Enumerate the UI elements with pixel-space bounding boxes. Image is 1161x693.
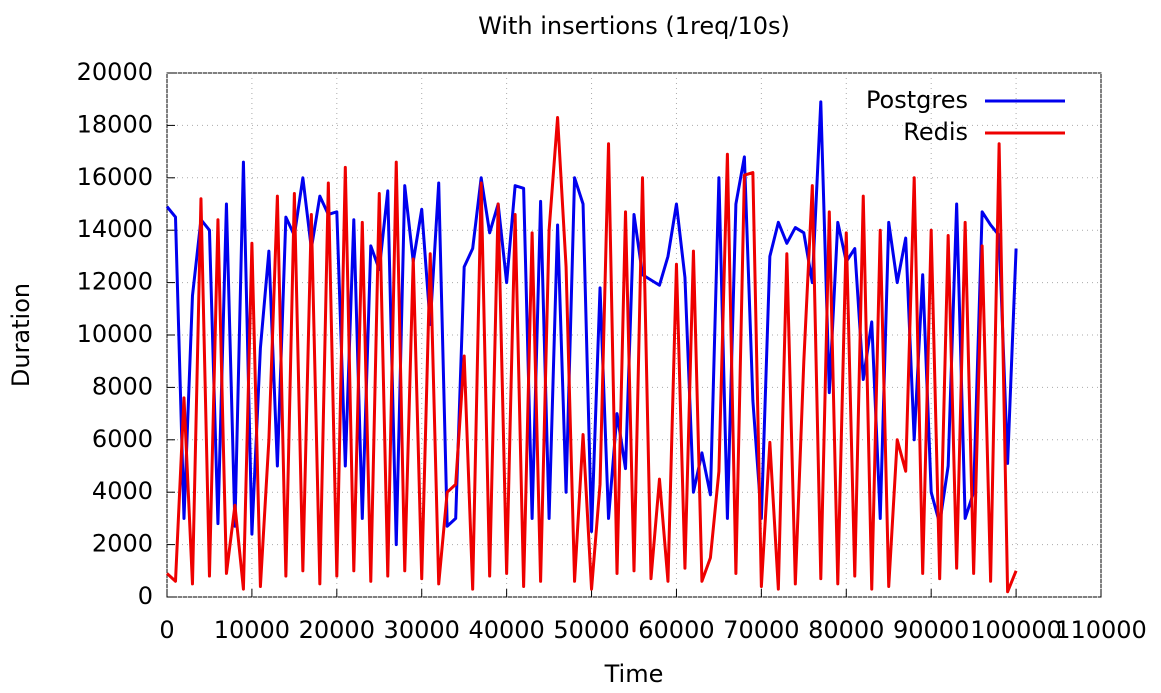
x-tick-label: 50000 [553,616,629,644]
x-tick-label: 40000 [468,616,544,644]
y-tick-label: 0 [138,582,153,610]
x-tick-label: 90000 [893,616,969,644]
chart-title: With insertions (1req/10s) [478,12,790,40]
series-line [165,116,1018,594]
x-tick-label: 20000 [299,616,375,644]
x-tick-label: 100000 [970,616,1062,644]
x-tick-label: 110000 [1055,616,1147,644]
x-tick-label: 30000 [384,616,460,644]
x-tick-label: 70000 [723,616,799,644]
y-tick-label: 16000 [77,163,153,191]
y-tick-label: 20000 [77,58,153,86]
y-tick-label: 4000 [92,477,153,505]
y-tick-label: 6000 [92,425,153,453]
y-tick-label: 18000 [77,110,153,138]
legend-label: Redis [903,118,968,146]
legend-label: Postgres [866,86,968,114]
series-line [165,100,1018,547]
y-tick-label: 10000 [77,320,153,348]
y-tick-label: 14000 [77,215,153,243]
x-axis-label: Time [604,660,664,688]
y-tick-label: 8000 [92,372,153,400]
x-tick-label: 0 [159,616,174,644]
x-tick-label: 10000 [214,616,290,644]
y-tick-label: 2000 [92,530,153,558]
x-tick-label: 80000 [808,616,884,644]
y-tick-label: 12000 [77,268,153,296]
y-axis-label: Duration [7,283,35,387]
x-tick-label: 60000 [638,616,714,644]
